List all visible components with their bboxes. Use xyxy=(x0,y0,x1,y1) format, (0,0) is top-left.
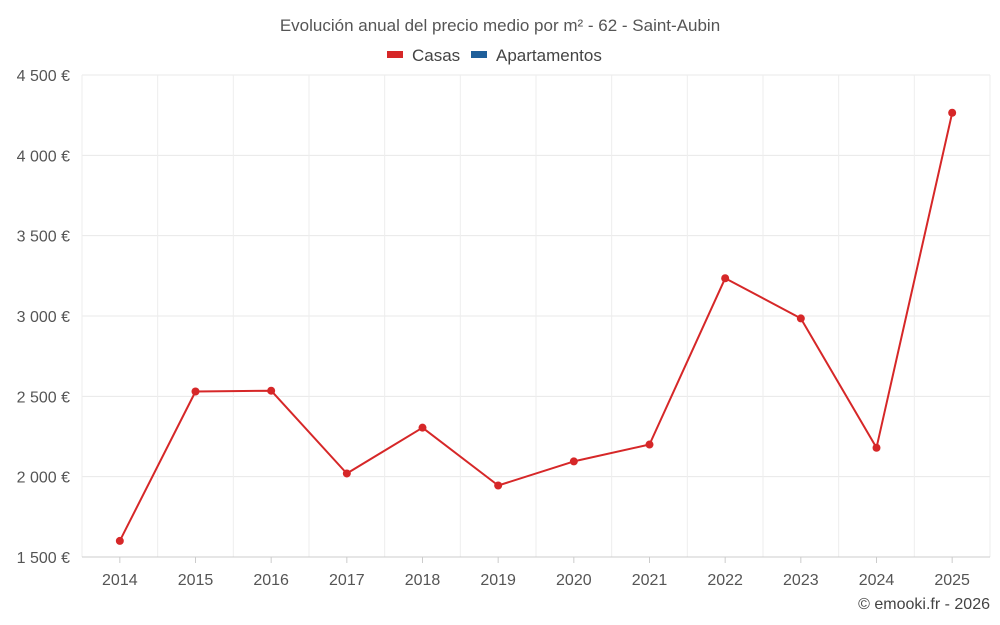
data-point[interactable] xyxy=(267,386,276,395)
grid-lines xyxy=(81,74,991,558)
data-point[interactable] xyxy=(796,314,805,323)
x-tick-label: 2022 xyxy=(707,572,743,589)
legend: Casas Apartamentos xyxy=(387,46,602,65)
data-point[interactable] xyxy=(418,423,427,432)
data-point[interactable] xyxy=(342,469,351,478)
x-tick-label: 2019 xyxy=(480,572,516,589)
legend-label-casas: Casas xyxy=(412,46,460,65)
y-tick-label: 3 500 € xyxy=(17,229,70,246)
data-point[interactable] xyxy=(645,440,654,449)
data-point[interactable] xyxy=(948,108,957,117)
x-tick-label: 2021 xyxy=(632,572,668,589)
x-tick-label: 2020 xyxy=(556,572,592,589)
chart-title: Evolución anual del precio medio por m² … xyxy=(280,16,720,35)
data-point[interactable] xyxy=(569,457,578,466)
x-tick-label: 2024 xyxy=(859,572,895,589)
y-tick-label: 1 500 € xyxy=(17,550,70,567)
x-tick-label: 2017 xyxy=(329,572,365,589)
data-point[interactable] xyxy=(721,274,730,283)
x-tick-label: 2023 xyxy=(783,572,819,589)
data-point[interactable] xyxy=(115,536,124,545)
y-tick-label: 4 500 € xyxy=(17,68,70,85)
y-tick-label: 3 000 € xyxy=(17,309,70,326)
x-tick-label: 2018 xyxy=(405,572,441,589)
y-tick-label: 4 000 € xyxy=(17,148,70,165)
x-tick-label: 2015 xyxy=(178,572,214,589)
x-tick-label: 2016 xyxy=(253,572,289,589)
legend-swatch-casas xyxy=(387,51,403,58)
data-point[interactable] xyxy=(494,481,503,490)
data-point[interactable] xyxy=(191,387,200,396)
legend-swatch-apartamentos xyxy=(471,51,487,58)
y-tick-label: 2 000 € xyxy=(17,470,70,487)
series-line-casas xyxy=(118,112,954,542)
data-point[interactable] xyxy=(872,443,881,452)
axes: 1 500 € 2 000 € 2 500 € 3 000 € 3 500 € 4 000… xyxy=(17,68,990,589)
x-tick-label: 2014 xyxy=(102,572,138,589)
legend-label-apartamentos: Apartamentos xyxy=(496,46,602,65)
x-tick-label: 2025 xyxy=(934,572,970,589)
footer-credit: © emooki.fr - 2026 xyxy=(858,596,990,613)
series-layer xyxy=(115,108,957,545)
y-tick-label: 2 500 € xyxy=(17,389,70,406)
